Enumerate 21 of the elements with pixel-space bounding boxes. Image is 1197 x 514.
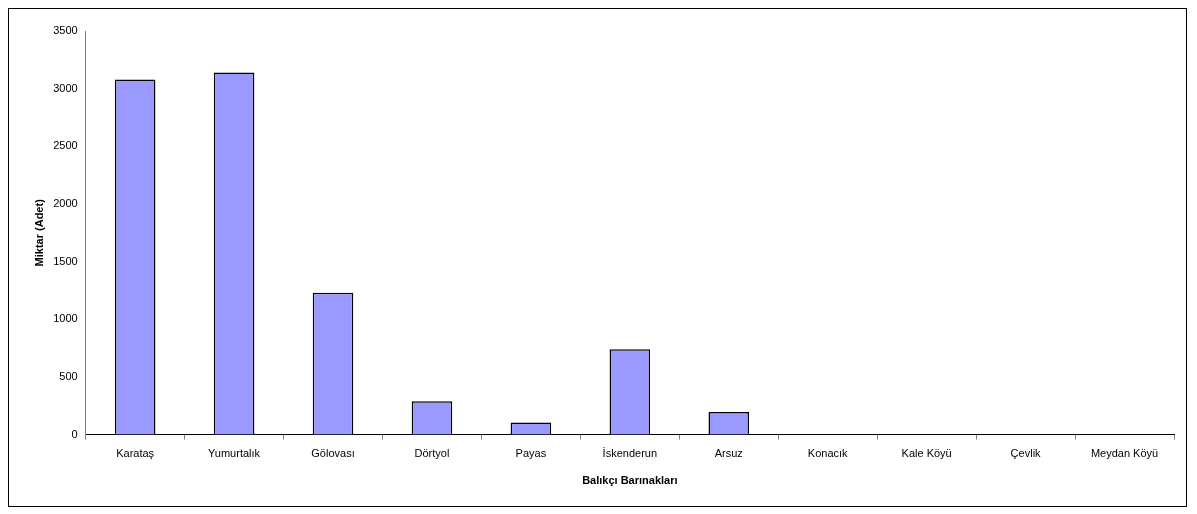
y-tick-label: 1500: [53, 254, 78, 267]
x-tick-label: Yumurtalık: [208, 447, 261, 460]
x-tick-label: Meydan Köyü: [1090, 447, 1159, 460]
y-tick-label: 1000: [53, 312, 78, 325]
x-tick-label: Çevlik: [1010, 447, 1042, 460]
x-tick-label: Dörtyol: [414, 447, 450, 460]
x-tick-label: Konacık: [807, 447, 849, 460]
x-tick-label: Kale Köyü: [901, 447, 952, 460]
y-tick-label: 2000: [53, 197, 78, 209]
x-tick-label: İskenderun: [602, 447, 658, 460]
y-axis-title: Miktar (Adet): [32, 198, 45, 267]
x-tick-label: Payas: [515, 447, 547, 460]
y-tick-label: 2500: [53, 139, 78, 152]
x-tick-label: Karataş: [116, 447, 155, 460]
y-tick-label: 3000: [53, 81, 78, 94]
y-tick-label: 0: [71, 427, 78, 440]
y-tick-label: 500: [59, 369, 78, 382]
x-tick-label: Gölovası: [311, 447, 355, 460]
x-tick-label: Arsuz: [714, 447, 743, 460]
y-tick-label: 3500: [53, 24, 78, 37]
x-axis-title: Balıkçı Barınakları: [582, 474, 678, 487]
